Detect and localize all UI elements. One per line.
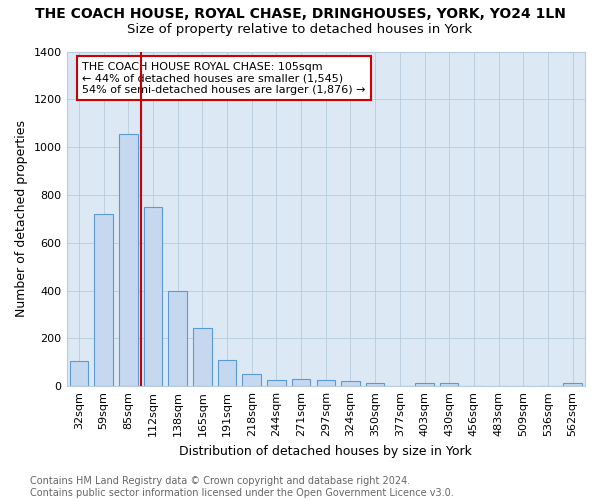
Bar xyxy=(193,328,212,386)
Bar xyxy=(169,290,187,386)
Text: Contains HM Land Registry data © Crown copyright and database right 2024.
Contai: Contains HM Land Registry data © Crown c… xyxy=(30,476,454,498)
Bar xyxy=(317,380,335,386)
Bar xyxy=(70,361,88,386)
Bar xyxy=(119,134,137,386)
Bar xyxy=(563,383,582,386)
Text: THE COACH HOUSE ROYAL CHASE: 105sqm
← 44% of detached houses are smaller (1,545): THE COACH HOUSE ROYAL CHASE: 105sqm ← 44… xyxy=(82,62,365,94)
Bar xyxy=(292,379,310,386)
Bar xyxy=(94,214,113,386)
Bar xyxy=(143,207,162,386)
Bar xyxy=(341,382,360,386)
Bar xyxy=(440,383,458,386)
X-axis label: Distribution of detached houses by size in York: Distribution of detached houses by size … xyxy=(179,444,472,458)
Bar xyxy=(415,383,434,386)
Text: THE COACH HOUSE, ROYAL CHASE, DRINGHOUSES, YORK, YO24 1LN: THE COACH HOUSE, ROYAL CHASE, DRINGHOUSE… xyxy=(35,8,565,22)
Bar xyxy=(242,374,261,386)
Bar xyxy=(267,380,286,386)
Bar xyxy=(366,383,385,386)
Y-axis label: Number of detached properties: Number of detached properties xyxy=(15,120,28,318)
Text: Size of property relative to detached houses in York: Size of property relative to detached ho… xyxy=(127,22,473,36)
Bar xyxy=(218,360,236,386)
